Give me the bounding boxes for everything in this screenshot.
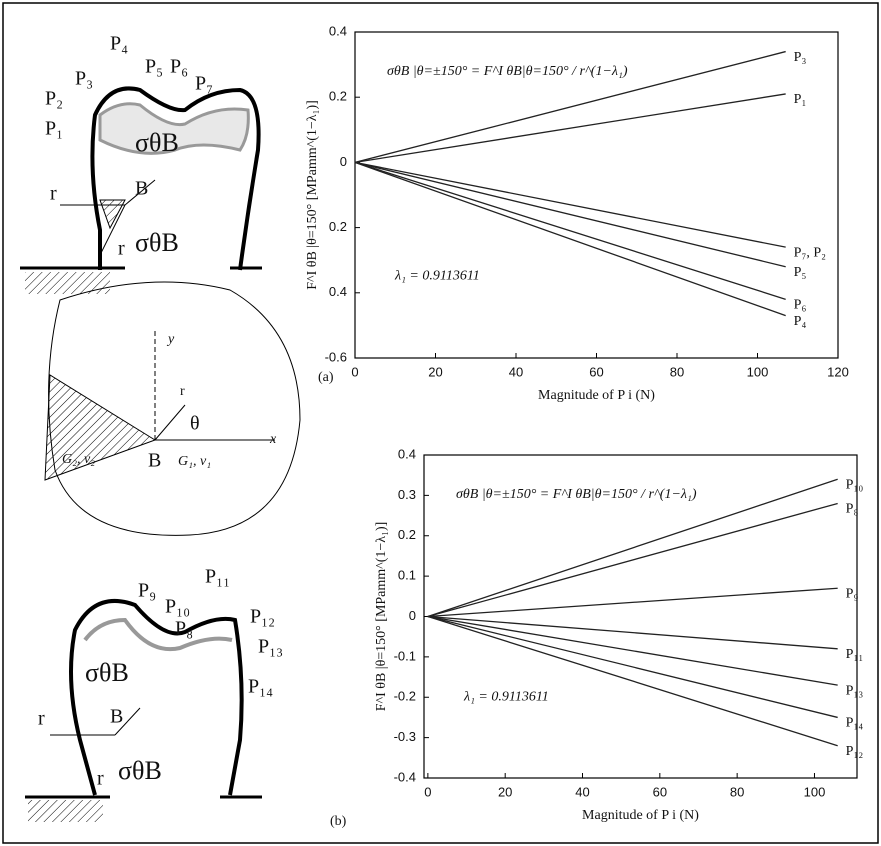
y-tick-label: 0.4 [329,23,347,38]
label: P₂ [45,88,63,110]
y-tick-label: 0 [409,608,416,623]
series-line [428,617,838,746]
lambda-note: λ₁ = 0.9113611 [463,689,549,704]
label: P₃ [75,68,93,90]
y-tick-label: 0.4 [329,284,347,299]
series-label: P₃ [794,50,807,65]
series-label: P₆ [794,298,807,313]
series-label: P₁₃ [846,683,864,698]
label: x [269,432,277,447]
label: P₈ [175,618,193,640]
label: G₂, ν₂ [62,452,95,467]
x-axis-label: Magnitude of P i (N) [582,808,699,823]
bimaterial-diagram [45,282,300,535]
series-label: P₁₁ [846,647,864,662]
panel-label: (b) [330,814,347,829]
label: P₉ [138,580,156,602]
series-line [355,162,786,315]
label: y [166,332,175,347]
y-tick-label: -0.1 [394,648,416,663]
x-axis-label: Magnitude of P i (N) [538,388,655,403]
label: B [148,450,161,472]
x-tick-label: 20 [428,364,442,379]
lambda-note: λ₁ = 0.9113611 [394,269,480,284]
label: P₄ [110,33,128,55]
series-label: P₁₀ [846,477,864,492]
series-label: P₁₄ [846,716,864,731]
label: P₁₃ [258,636,283,658]
series-line [355,162,786,266]
series-label: P₈ [846,502,859,517]
formula: σθB |θ=±150° = F^I θB|θ=150° / r^(1−λ₁) [387,64,628,79]
y-axis-label: F^I θB |θ=150° [MPamm^(1−λ₁)] [374,522,389,712]
label: r [50,183,57,205]
label: P₁₂ [250,606,275,628]
y-tick-label: -0.2 [394,689,416,704]
series-label: P₉ [846,586,859,601]
y-tick-label: 0.3 [398,487,416,502]
label: P₇ [195,73,213,95]
label: B [135,178,148,200]
label: r [118,238,125,260]
label: P₁₀ [165,596,190,618]
label: σθB [85,658,129,687]
label: θ [190,413,200,435]
x-tick-label: 100 [804,784,826,799]
label: r [38,708,45,730]
label: G₁, ν₁ [178,454,211,469]
series-line [428,503,838,616]
x-tick-label: 80 [730,784,744,799]
label: r [180,384,185,399]
label: P₅ [145,56,163,78]
y-tick-label: 0.4 [398,446,416,461]
tooth-diagram-bottom [25,601,262,822]
series-line [355,94,786,162]
y-tick-label: 0.1 [398,568,416,583]
y-tick-label: -0.3 [394,729,416,744]
y-axis-label: F^I θB |θ=150° [MPamm^(1−λ₁)] [305,100,320,290]
plot-area [424,455,857,778]
x-tick-label: 40 [509,364,523,379]
figure: P₂ P₁ P₃ P₄ P₅ P₆ P₇ σθB B r r σθB y x r… [0,0,881,846]
series-label: P₇, P₂ [794,245,826,260]
label: r [97,768,104,790]
series-line [355,162,786,247]
x-tick-label: 20 [498,784,512,799]
series-label: P₁₂ [846,744,864,759]
y-tick-label: -0.4 [394,769,416,784]
series-line [428,617,838,686]
label: P₁₁ [205,566,230,588]
series-line [428,617,838,649]
x-tick-label: 0 [351,364,358,379]
panel-label: (a) [318,370,334,385]
formula: σθB |θ=±150° = F^I θB|θ=150° / r^(1−λ₁) [456,487,697,502]
label: σθB [135,128,179,157]
y-tick-label: 0.2 [398,527,416,542]
y-tick-label: 0.2 [329,219,347,234]
label: P₁₄ [248,676,273,698]
series-label: P₅ [794,265,807,280]
series-line [428,588,838,616]
x-tick-label: 40 [575,784,589,799]
x-tick-label: 60 [589,364,603,379]
label: P₆ [170,56,188,78]
x-tick-label: 120 [827,364,849,379]
x-tick-label: 0 [424,784,431,799]
x-tick-label: 100 [747,364,769,379]
x-tick-label: 80 [670,364,684,379]
label: P₁ [45,118,63,140]
series-label: P₁ [794,92,807,107]
x-tick-label: 60 [653,784,667,799]
series-label: P₄ [794,314,807,329]
label: σθB [118,756,162,785]
label: B [110,706,123,728]
y-tick-label: -0.6 [325,349,347,364]
y-tick-label: 0.2 [329,89,347,104]
label: σθB [135,228,179,257]
y-tick-label: 0 [340,154,347,169]
